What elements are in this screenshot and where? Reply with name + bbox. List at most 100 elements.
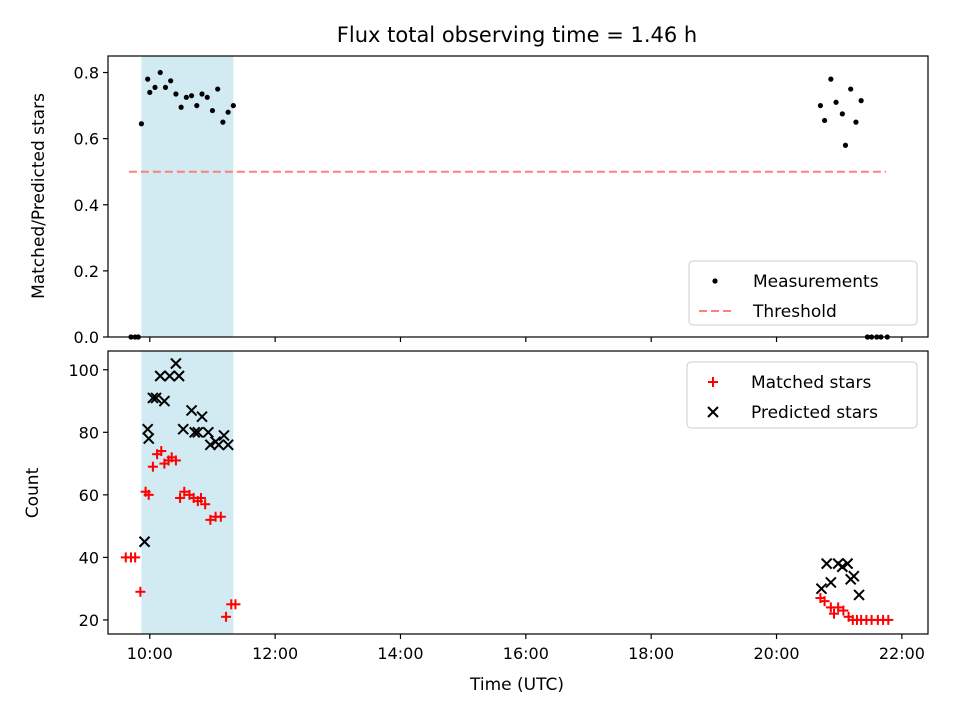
data-point [185, 404, 198, 417]
data-point [230, 102, 236, 109]
data-point [199, 91, 205, 97]
y-tick-label: 80 [79, 423, 99, 442]
data-point [215, 86, 221, 92]
data-point [202, 426, 214, 439]
data-point [194, 102, 200, 109]
data-point [828, 608, 839, 619]
legend-label: Predicted stars [751, 403, 878, 423]
y-axis-label-bottom: Count [23, 467, 43, 518]
data-point [145, 76, 151, 82]
data-point [883, 614, 894, 625]
data-point [222, 439, 234, 451]
data-point [221, 611, 232, 622]
data-point [147, 89, 153, 95]
y-tick-label: 0.8 [74, 64, 99, 83]
chart-title: Flux total observing time = 1.46 h [337, 23, 697, 47]
data-point [152, 84, 158, 91]
data-point [135, 586, 146, 597]
legend-marker [708, 377, 718, 387]
data-point [158, 395, 171, 407]
data-point [188, 426, 201, 439]
legend-box [686, 361, 918, 429]
plot-area-top: 0.0 0.2 0.4 0.6 0.8 [74, 55, 929, 347]
legend-bottom: Matched stars Predicted stars [686, 361, 918, 429]
data-point [215, 511, 226, 522]
plot-area-bottom: 20 40 60 80 100 10:00 12:00 14:00 16:00 18:00 20:0… [68, 350, 929, 663]
data-point [157, 69, 163, 76]
y-tick-label: 0.4 [74, 196, 99, 215]
data-point [220, 119, 226, 125]
shaded-interval-top [141, 56, 234, 337]
series-predicted-stars [138, 357, 865, 601]
x-tick-label: 14:00 [377, 644, 423, 663]
x-tick-label: 18:00 [628, 644, 674, 663]
data-point [836, 561, 849, 573]
y-tick-label: 0.2 [74, 262, 99, 281]
data-point [842, 142, 849, 148]
data-point [175, 492, 186, 503]
data-point [833, 99, 839, 105]
data-point [858, 98, 864, 104]
y-tick-label: 60 [79, 486, 99, 505]
data-point [204, 94, 210, 100]
data-point [225, 109, 231, 115]
data-point [150, 392, 162, 404]
series-matched-stars [120, 446, 894, 625]
data-point [147, 461, 158, 472]
data-point [143, 489, 154, 500]
data-point [170, 455, 181, 466]
legend-marker [712, 278, 718, 284]
x-axis-label: Time (UTC) [469, 675, 564, 695]
data-point [173, 91, 179, 97]
x-tick-label: 12:00 [252, 644, 298, 663]
data-point [833, 602, 844, 613]
data-point [154, 370, 166, 382]
data-point [177, 423, 189, 435]
data-point [188, 93, 195, 99]
data-point [192, 426, 204, 439]
data-point [820, 557, 833, 570]
data-point [848, 570, 860, 582]
x-tick-label: 22:00 [879, 644, 925, 663]
data-point [130, 552, 141, 563]
data-point [147, 392, 159, 404]
y-axis-label-top: Matched/Predicted stars [29, 93, 49, 299]
y-tick-label: 0.6 [74, 130, 99, 149]
data-point [141, 423, 154, 435]
data-point [204, 439, 217, 451]
data-point [143, 432, 155, 445]
legend-box [688, 260, 918, 326]
x-tick-label: 20:00 [753, 644, 799, 663]
data-point [848, 86, 854, 92]
data-point [828, 76, 834, 82]
data-point [138, 536, 151, 548]
data-point [162, 84, 169, 91]
data-point [173, 370, 185, 382]
data-point [209, 107, 216, 114]
data-point [838, 605, 849, 616]
data-point [853, 589, 865, 601]
series-measurements [128, 69, 890, 340]
data-point [170, 357, 182, 370]
y-tick-label: 40 [79, 548, 99, 567]
legend-label: Measurements [753, 272, 879, 292]
data-point [230, 599, 241, 610]
legend-label: Threshold [752, 302, 837, 322]
data-point [178, 104, 184, 110]
data-point [163, 370, 176, 382]
data-point [213, 439, 225, 451]
data-point [839, 111, 845, 117]
legend-marker [707, 406, 719, 418]
data-point [205, 514, 216, 525]
data-point [179, 486, 190, 497]
x-tick-label: 10:00 [127, 644, 173, 663]
data-point [819, 596, 830, 607]
x-tick-label: 16:00 [503, 644, 549, 663]
axes-frame-bottom [107, 350, 929, 635]
data-point [218, 429, 230, 442]
data-point [825, 576, 837, 589]
legend-top: Measurements Threshold [688, 260, 918, 326]
y-tick-label: 0.0 [74, 328, 99, 347]
data-point [195, 492, 206, 503]
